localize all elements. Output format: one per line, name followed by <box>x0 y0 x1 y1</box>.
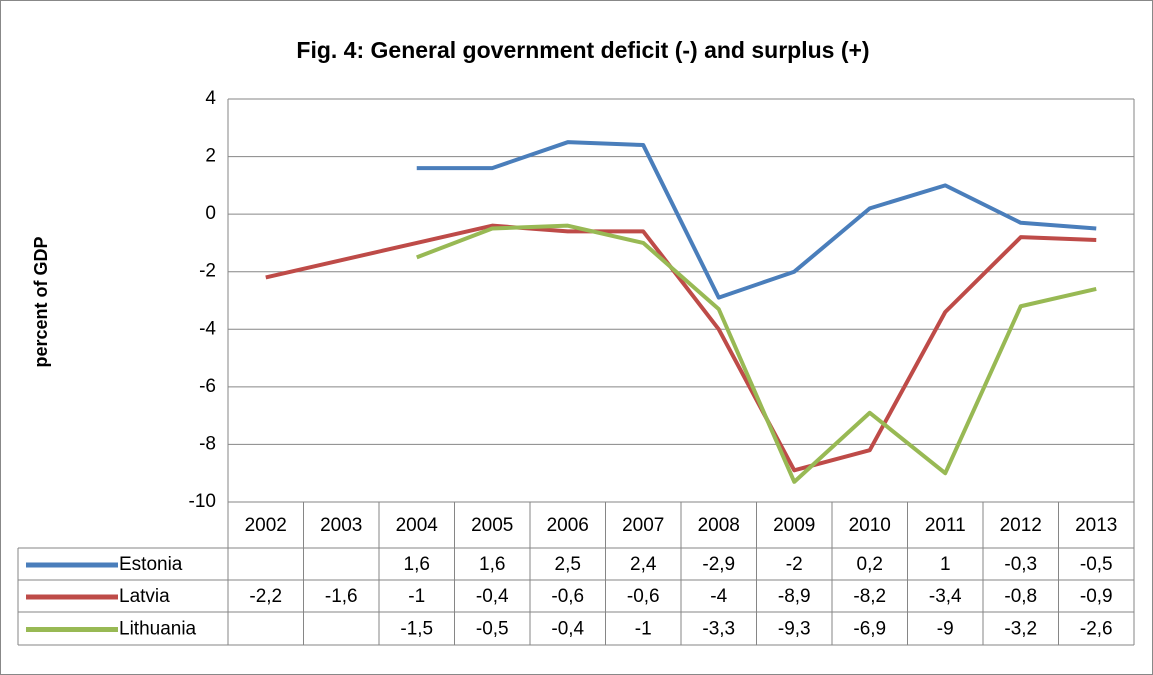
data-label: 0,2 <box>857 554 883 575</box>
x-tick-label: 2012 <box>1000 515 1042 536</box>
data-label: 1,6 <box>479 554 505 575</box>
data-label: -0,6 <box>551 586 584 607</box>
data-label: -1,5 <box>400 619 433 640</box>
legend-label: Lithuania <box>119 619 197 640</box>
y-tick-label: 2 <box>205 146 216 167</box>
x-tick-label: 2011 <box>925 515 966 536</box>
data-label: -6,9 <box>853 619 886 640</box>
x-tick-label: 2007 <box>622 515 664 536</box>
series-line <box>416 223 1097 484</box>
data-label: -1 <box>635 619 652 640</box>
data-label: -8,2 <box>853 586 886 607</box>
data-label: -3,3 <box>702 619 735 640</box>
chart-title: Fig. 4: General government deficit (-) a… <box>296 37 869 63</box>
x-tick-label: 2009 <box>773 515 815 536</box>
x-tick-label: 2002 <box>245 515 287 536</box>
legend-label: Latvia <box>119 586 170 607</box>
data-label: 2,5 <box>555 554 581 575</box>
data-label: -2,9 <box>702 554 735 575</box>
x-tick-label: 2004 <box>396 515 439 536</box>
y-tick-label: -6 <box>199 376 216 397</box>
data-label: -3,2 <box>1004 619 1037 640</box>
y-tick-label: 0 <box>205 203 216 224</box>
x-tick-label: 2005 <box>471 515 513 536</box>
data-label: -0,4 <box>476 586 509 607</box>
data-label: -0,3 <box>1004 554 1037 575</box>
data-label: -0,5 <box>476 619 509 640</box>
x-tick-label: 2010 <box>849 515 891 536</box>
x-tick-label: 2013 <box>1075 515 1117 536</box>
data-label: -4 <box>710 586 727 607</box>
data-label: -8,9 <box>778 586 811 607</box>
series-line <box>416 140 1097 300</box>
y-tick-label: 4 <box>205 88 216 109</box>
data-label: -0,6 <box>627 586 660 607</box>
data-label: -2,2 <box>249 586 282 607</box>
data-label: -1 <box>408 586 425 607</box>
x-tick-label: 2006 <box>547 515 589 536</box>
y-tick-label: -2 <box>199 261 216 282</box>
data-label: 1,6 <box>404 554 430 575</box>
x-tick-label: 2003 <box>320 515 362 536</box>
data-label: -9,3 <box>778 619 811 640</box>
data-label: -3,4 <box>929 586 962 607</box>
data-label: -0,4 <box>551 619 584 640</box>
data-label: 1 <box>940 554 951 575</box>
y-tick-label: -10 <box>189 491 216 512</box>
series-line <box>265 223 1097 473</box>
y-tick-label: -8 <box>199 433 216 454</box>
data-label: -0,5 <box>1080 554 1113 575</box>
y-axis-title: percent of GDP <box>31 236 51 367</box>
y-tick-label: -4 <box>199 318 216 339</box>
data-label: -2,6 <box>1080 619 1113 640</box>
x-tick-label: 2008 <box>698 515 740 536</box>
data-label: -1,6 <box>325 586 358 607</box>
data-label: 2,4 <box>630 554 657 575</box>
data-label: -2 <box>786 554 803 575</box>
data-label: -0,9 <box>1080 586 1113 607</box>
data-label: -9 <box>937 619 954 640</box>
data-label: -0,8 <box>1004 586 1037 607</box>
legend-label: Estonia <box>119 554 183 575</box>
